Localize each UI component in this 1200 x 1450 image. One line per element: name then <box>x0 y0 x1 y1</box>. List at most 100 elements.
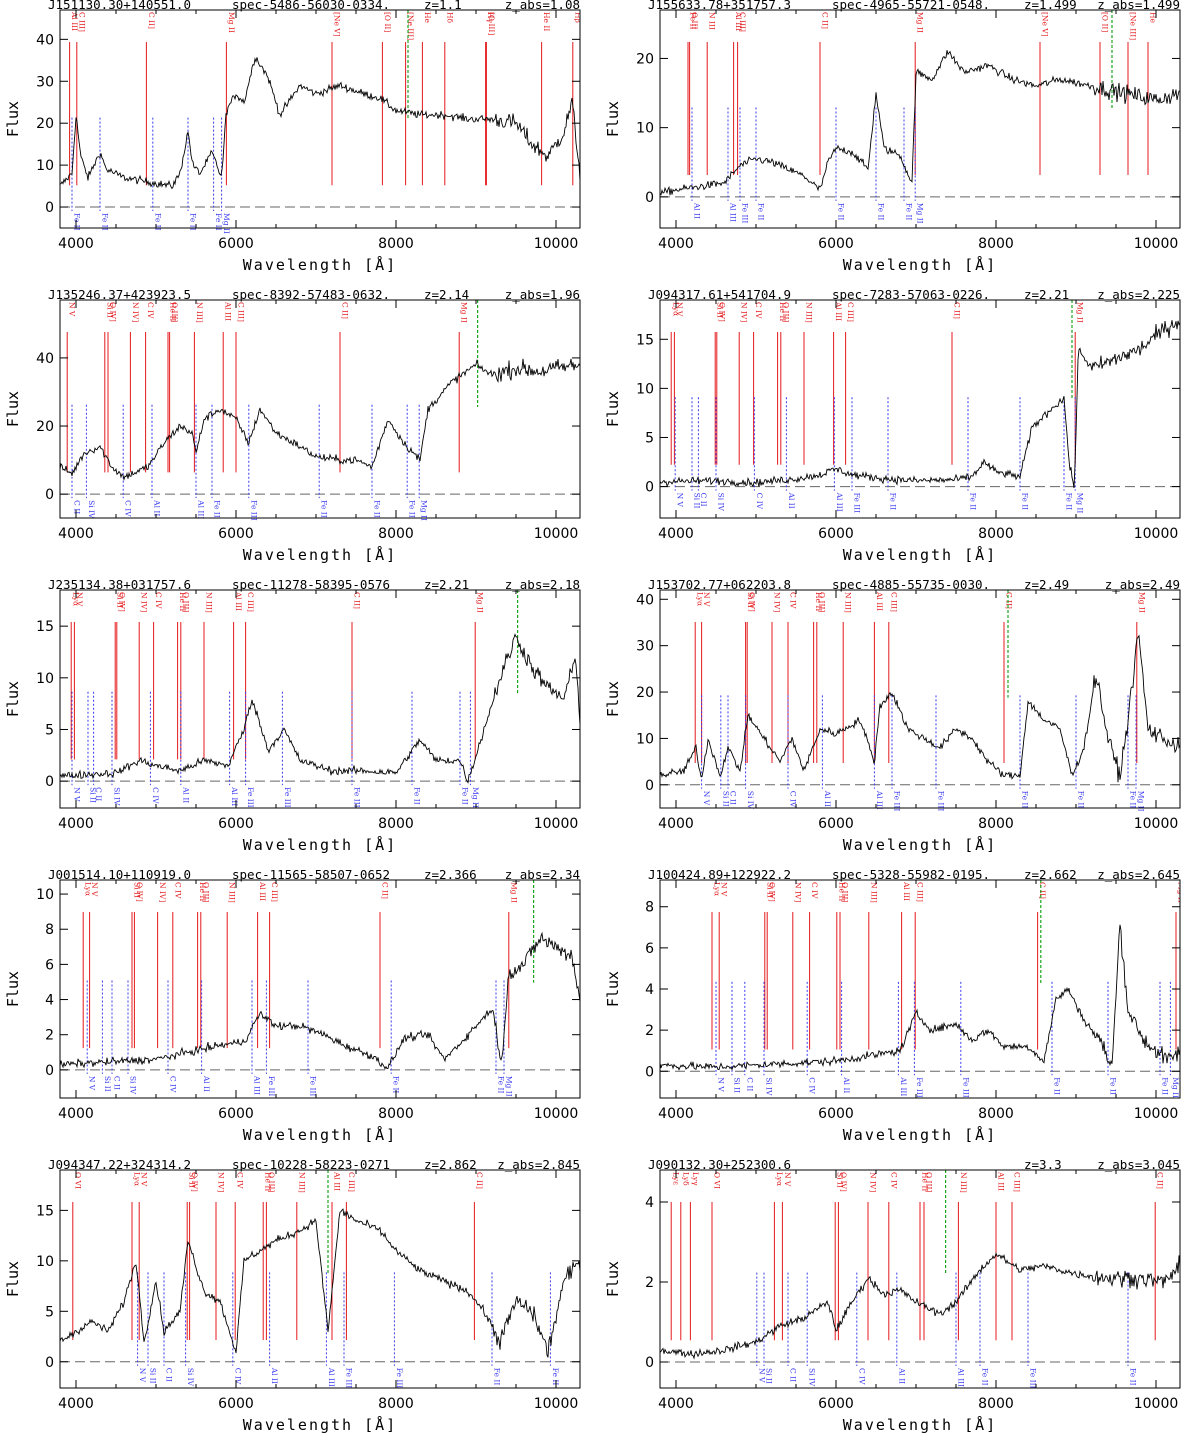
y-tick-label: 20 <box>636 685 654 701</box>
y-tick-label: 0 <box>45 487 54 503</box>
absorption-label: Mg II <box>1137 791 1146 812</box>
x-axis-label: Wavelength [Å] <box>243 545 397 564</box>
emission-label: C II] <box>821 12 830 29</box>
emission-label: C III] <box>246 592 255 612</box>
emission-line: C II] <box>339 302 350 473</box>
x-tick-label: 10000 <box>1134 236 1179 252</box>
emission-line: Al III <box>222 301 233 473</box>
emission-line: O III] <box>839 882 850 1050</box>
emission-label: [Ne III] <box>1129 12 1138 40</box>
emission-label: N IV] <box>869 1172 878 1192</box>
emission-line: [O II] <box>381 12 392 186</box>
emission-line: N V <box>673 302 684 465</box>
emission-label: N V <box>140 1172 149 1187</box>
emission-label: O III] <box>267 1172 276 1192</box>
emission-label: N III] <box>869 882 878 903</box>
emission-line: C II] <box>379 882 390 1049</box>
emission-label: C II] <box>381 882 390 899</box>
emission-line: Lyα <box>711 882 722 1050</box>
absorption-label: Si IV <box>186 1368 195 1387</box>
emission-label: O IV] <box>717 302 726 322</box>
y-tick-label: 40 <box>636 592 654 608</box>
absorption-label: C IV <box>755 493 764 510</box>
emission-label: Al III <box>224 301 233 321</box>
absorption-label: Al II <box>787 492 796 509</box>
y-tick-label: 2 <box>45 1028 54 1044</box>
emission-line: C III] <box>737 12 747 176</box>
emission-line: N IV] <box>867 1172 878 1341</box>
x-tick-label: 8000 <box>978 816 1014 832</box>
emission-line: Mg II <box>474 592 485 760</box>
absorption-label: Si II <box>693 493 702 509</box>
emission-label: C III] <box>916 882 925 902</box>
absorption-label: N V <box>676 493 685 508</box>
axes-frame <box>659 299 1181 519</box>
x-tick-label: 4000 <box>58 236 94 252</box>
x-tick-label: 6000 <box>218 236 254 252</box>
emission-line: Lyα <box>82 882 93 1049</box>
x-tick-label: 6000 <box>218 1106 254 1122</box>
x-axis-label: Wavelength [Å] <box>843 255 997 274</box>
absorption-label: Fe III <box>249 500 258 521</box>
axes-frame <box>59 879 581 1099</box>
emission-label: Si II <box>188 1172 197 1188</box>
absorption-label: Fe II <box>551 1368 560 1386</box>
x-axis-label: Wavelength [Å] <box>243 1125 397 1144</box>
absorption-label: Al II <box>181 786 190 803</box>
emission-line: Al III <box>69 11 79 186</box>
emission-line: C IV <box>172 882 182 1049</box>
emission-label: He II <box>198 882 207 901</box>
absorption-label: Fe II <box>757 203 766 221</box>
absorption-label: Mg II <box>505 1076 514 1097</box>
emission-line: N III <box>706 12 717 176</box>
emission-label: O III <box>690 12 699 29</box>
spectrum-line <box>60 57 580 190</box>
absorption-label: Al III <box>253 1075 262 1095</box>
emission-line: C II] <box>1037 882 1047 1050</box>
absorption-label: Si II <box>149 1368 158 1384</box>
emission-line: He II <box>262 1172 273 1340</box>
spec-id: spec-11565-58507-0652 <box>232 870 390 882</box>
absorption-label: Fe III <box>246 787 255 808</box>
y-tick-label: 5 <box>645 430 654 446</box>
emission-label: Mg II <box>227 12 236 33</box>
absorption-label: Al II <box>693 202 702 219</box>
emission-line: Fe II <box>687 12 698 176</box>
x-tick-label: 10000 <box>1134 1396 1179 1412</box>
emission-line: N IV] <box>138 592 149 760</box>
emission-line: O III] <box>780 302 790 465</box>
emission-line: O III] <box>169 302 179 473</box>
absorption-label: Al II <box>270 1367 279 1384</box>
absorption-label: Fe II <box>408 500 417 518</box>
emission-line: He II <box>919 1172 930 1341</box>
emission-line: C IV <box>809 882 819 1050</box>
y-tick-label: 10 <box>636 731 654 747</box>
y-tick-label: 40 <box>36 351 54 367</box>
x-tick-label: 10000 <box>1134 816 1179 832</box>
spectrum-line <box>660 634 1180 783</box>
absorption-label: Si IV <box>113 787 122 806</box>
emission-label: O III] <box>781 302 790 322</box>
y-axis-label: Flux <box>4 101 22 137</box>
emission-line: N V <box>73 592 84 760</box>
x-tick-label: 4000 <box>58 1106 94 1122</box>
spectrum-panel: N V Si IIO IV] N IV] C IV He IIO III] N III] A… <box>4 290 581 564</box>
x-axis-label: Wavelength [Å] <box>243 835 397 854</box>
absorption-label: Al II <box>153 499 162 516</box>
emission-line: N V <box>89 882 99 1049</box>
emission-label: N IV] <box>217 1172 226 1192</box>
x-tick-label: 4000 <box>658 236 694 252</box>
emission-line: N V <box>701 592 711 764</box>
y-tick-label: 15 <box>636 332 654 348</box>
emission-label: Al III <box>834 301 843 321</box>
emission-line: O III] <box>200 882 210 1049</box>
absorption-label: C IV <box>808 1077 817 1094</box>
emission-line: C III] <box>245 592 255 760</box>
abs-redshift: z_abs=1.96 <box>505 290 580 302</box>
emission-label: Hγ <box>486 12 495 24</box>
absorption-label: Mg II <box>420 500 429 521</box>
y-tick-label: 0 <box>45 200 54 216</box>
emission-label: C IV <box>154 592 163 609</box>
y-tick-label: 0 <box>45 1355 54 1371</box>
